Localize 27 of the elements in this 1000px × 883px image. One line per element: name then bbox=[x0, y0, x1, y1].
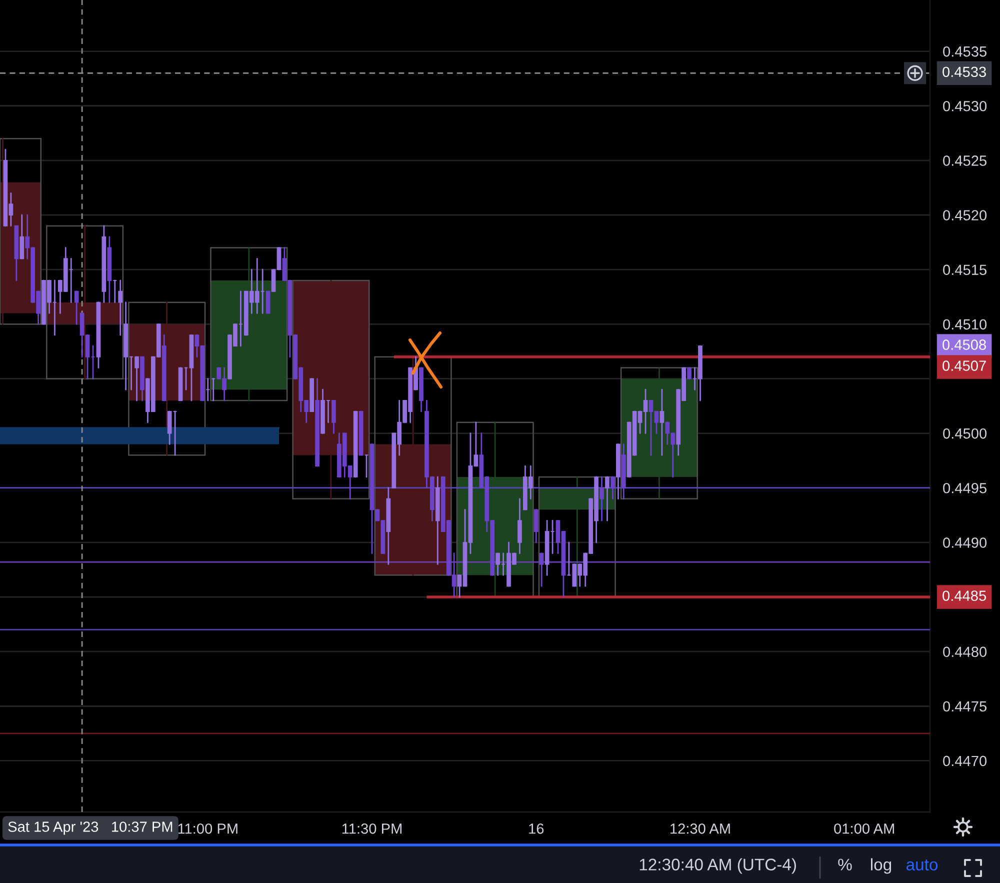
text: 0.4508 bbox=[942, 340, 986, 350]
text: auto bbox=[906, 860, 938, 870]
y-tick-label: 0.4525 bbox=[943, 156, 986, 166]
y-tick-label: 0.4470 bbox=[943, 756, 987, 766]
x-tick-label: 01:00 AM bbox=[834, 823, 894, 834]
y-tick-label: 0.4495 bbox=[943, 482, 986, 494]
x-tick-label: 16 bbox=[529, 823, 544, 834]
x-tick-label: 11:30 PM bbox=[342, 823, 402, 834]
y-tick-label: 0.4535 bbox=[943, 46, 986, 57]
ref-line-label: 0.4533 bbox=[942, 66, 986, 78]
text: log bbox=[871, 858, 892, 874]
y-tick-label: 0.4515 bbox=[943, 264, 986, 276]
y-tick-label: 0.4510 bbox=[943, 319, 987, 330]
text: % bbox=[838, 858, 852, 870]
candlestick bbox=[534, 508, 538, 544]
y-tick-label: 0.4480 bbox=[943, 646, 987, 657]
y-tick-label: 0.4475 bbox=[943, 701, 986, 712]
x-tick-label: 11:00 PM bbox=[178, 823, 238, 834]
x-tick-label: 12:30 AM bbox=[670, 823, 730, 834]
series-label: 0.4485 bbox=[942, 590, 986, 601]
y-tick-label: 0.4490 bbox=[943, 538, 987, 548]
y-tick-label: 0.4520 bbox=[943, 210, 987, 220]
ref-line-label: Sat 15 Apr '23 10:37 PM bbox=[8, 822, 172, 835]
y-tick-label: 0.4530 bbox=[943, 100, 987, 112]
y-tick-label: 0.4500 bbox=[943, 428, 987, 439]
series-label: 0.4507 bbox=[942, 360, 986, 371]
text: 12:30:40 AM (UTC-4) bbox=[640, 858, 796, 874]
